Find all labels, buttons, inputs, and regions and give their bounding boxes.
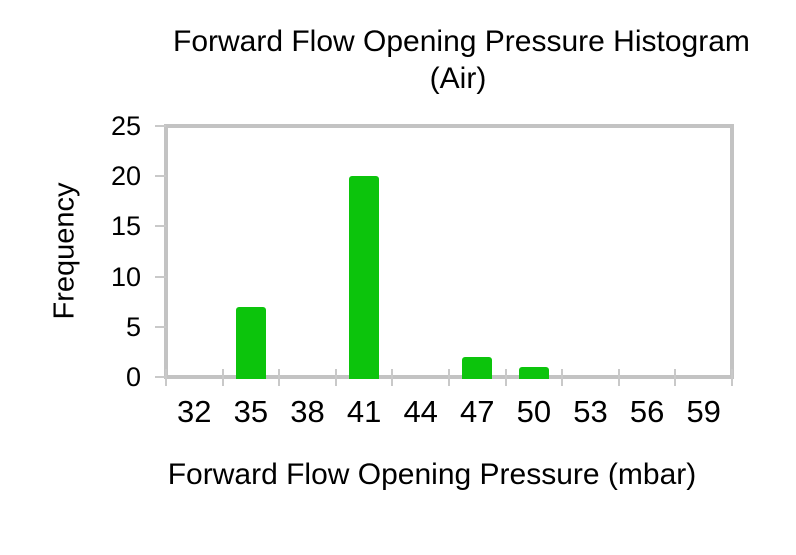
chart-title-line-1: Forward Flow Opening Pressure Histogram	[173, 25, 750, 58]
x-tick-label: 44	[403, 394, 438, 429]
y-tick-mark	[155, 225, 166, 228]
bar-35	[235, 306, 266, 379]
chart-title-line-2: (Air)	[429, 62, 487, 95]
y-tick-mark	[155, 275, 166, 278]
x-tick-label: 53	[573, 394, 608, 429]
bar-47	[462, 356, 493, 379]
y-tick-mark	[155, 376, 166, 378]
x-tick-label: 38	[290, 394, 325, 429]
x-tick-label: 41	[346, 394, 382, 429]
y-tick-mark	[155, 125, 166, 127]
x-tick-mark	[674, 369, 677, 386]
x-tick-mark	[731, 369, 733, 386]
x-tick-label: 56	[629, 394, 665, 429]
y-tick-label: 20	[110, 161, 141, 192]
x-tick-mark	[561, 369, 564, 386]
bar-50	[518, 366, 549, 379]
chart-title: Forward Flow Opening Pressure Histogram …	[173, 23, 750, 97]
y-tick-label: 0	[125, 362, 141, 392]
x-tick-mark	[165, 369, 167, 386]
x-tick-mark	[617, 369, 620, 386]
x-tick-mark	[278, 369, 281, 386]
y-tick-mark	[155, 175, 166, 178]
y-axis-title: Frequency	[48, 182, 81, 320]
x-tick-mark	[448, 369, 450, 386]
x-tick-label: 32	[177, 394, 212, 429]
y-tick-label: 5	[125, 311, 141, 342]
y-tick-label: 15	[110, 211, 141, 242]
x-axis-title: Forward Flow Opening Pressure (mbar)	[167, 458, 697, 491]
y-tick-label: 25	[110, 111, 141, 141]
y-tick-mark	[155, 325, 166, 328]
y-tick-label: 10	[110, 261, 141, 292]
bar-41	[349, 176, 380, 379]
x-tick-mark	[334, 369, 337, 386]
x-tick-mark	[391, 369, 394, 386]
x-tick-label: 59	[686, 394, 721, 429]
x-tick-label: 50	[516, 394, 552, 429]
x-tick-mark	[221, 369, 224, 386]
x-tick-label: 35	[233, 394, 269, 429]
x-tick-mark	[504, 369, 507, 386]
x-tick-label: 47	[460, 394, 495, 429]
